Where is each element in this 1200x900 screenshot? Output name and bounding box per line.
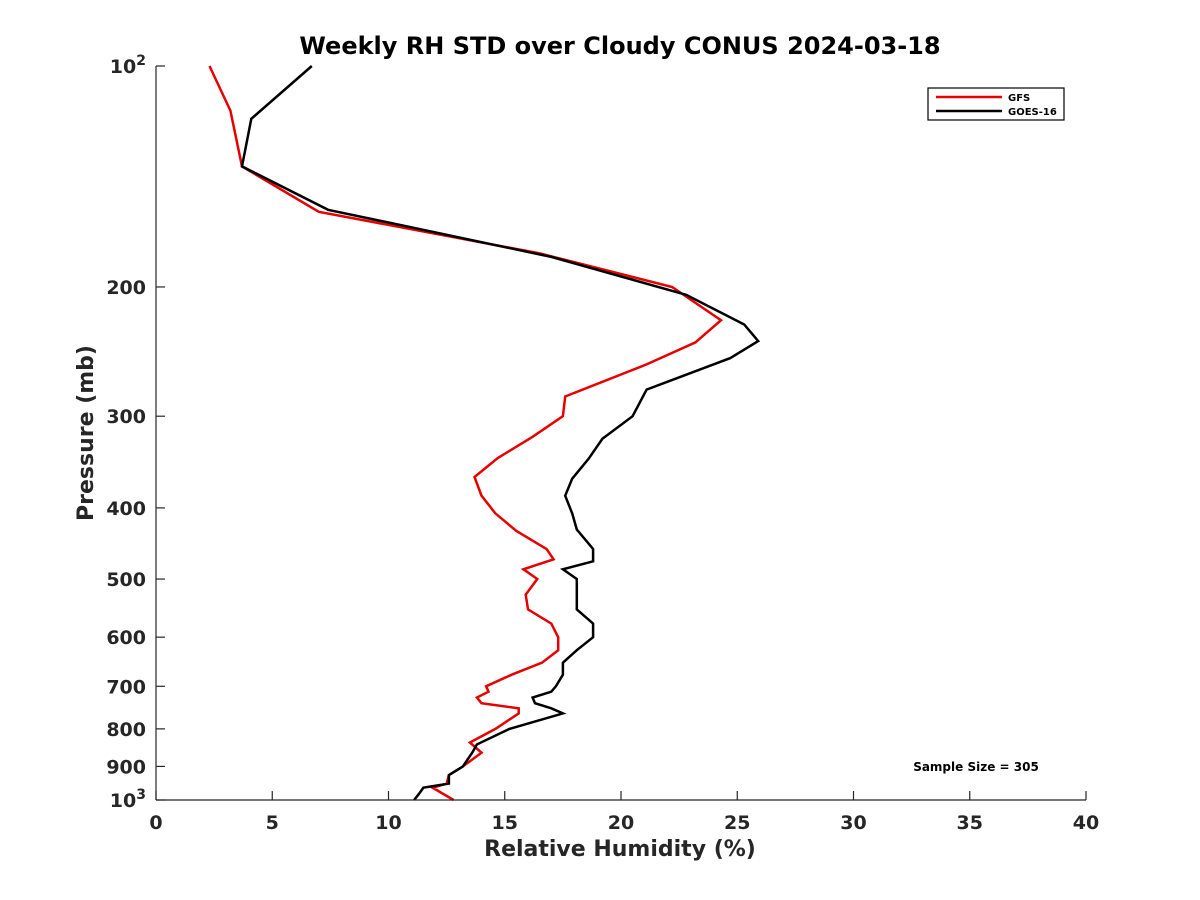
y-tick-label: 300 (106, 406, 146, 428)
legend-label-goes-16: GOES-16 (1008, 107, 1057, 118)
ticks-layer: 0 5 10 15 20 25 30 35 40 102 200 300 400 500 600 700 800… (106, 53, 1099, 834)
chart-title: Weekly RH STD over Cloudy CONUS 2024-03-… (299, 32, 940, 60)
legend-box (927, 87, 1065, 121)
x-tick-label: 5 (266, 812, 279, 834)
y-tick-label: 500 (106, 569, 146, 591)
x-tick-label: 35 (957, 812, 983, 834)
y-tick-label: 103 (110, 787, 146, 812)
series-layer (208, 65, 761, 802)
y-tick-label: 102 (110, 53, 146, 78)
y-tick-label: 400 (106, 498, 146, 520)
legend-label-gfs: GFS (1008, 93, 1030, 104)
y-tick-label: 200 (106, 277, 146, 299)
y-tick-label: 800 (106, 719, 146, 741)
legend: GFS GOES-16 (927, 87, 1065, 121)
x-tick-label: 20 (608, 812, 634, 834)
y-axis-label: Pressure (mb) (74, 345, 99, 521)
x-tick-label: 15 (492, 812, 518, 834)
x-tick-label: 40 (1073, 812, 1099, 834)
y-tick-label: 900 (106, 756, 146, 778)
sample-size-annotation: Sample Size = 305 (913, 760, 1039, 774)
y-tick-label: 600 (106, 627, 146, 649)
series-line-gfs (208, 65, 724, 802)
x-tick-label: 0 (149, 812, 162, 834)
x-tick-label: 30 (840, 812, 866, 834)
x-axis-label: Relative Humidity (%) (484, 837, 756, 862)
y-tick-label: 700 (106, 676, 146, 698)
series-line-goes-16 (240, 65, 761, 801)
x-tick-label: 10 (375, 812, 401, 834)
x-tick-label: 25 (724, 812, 750, 834)
